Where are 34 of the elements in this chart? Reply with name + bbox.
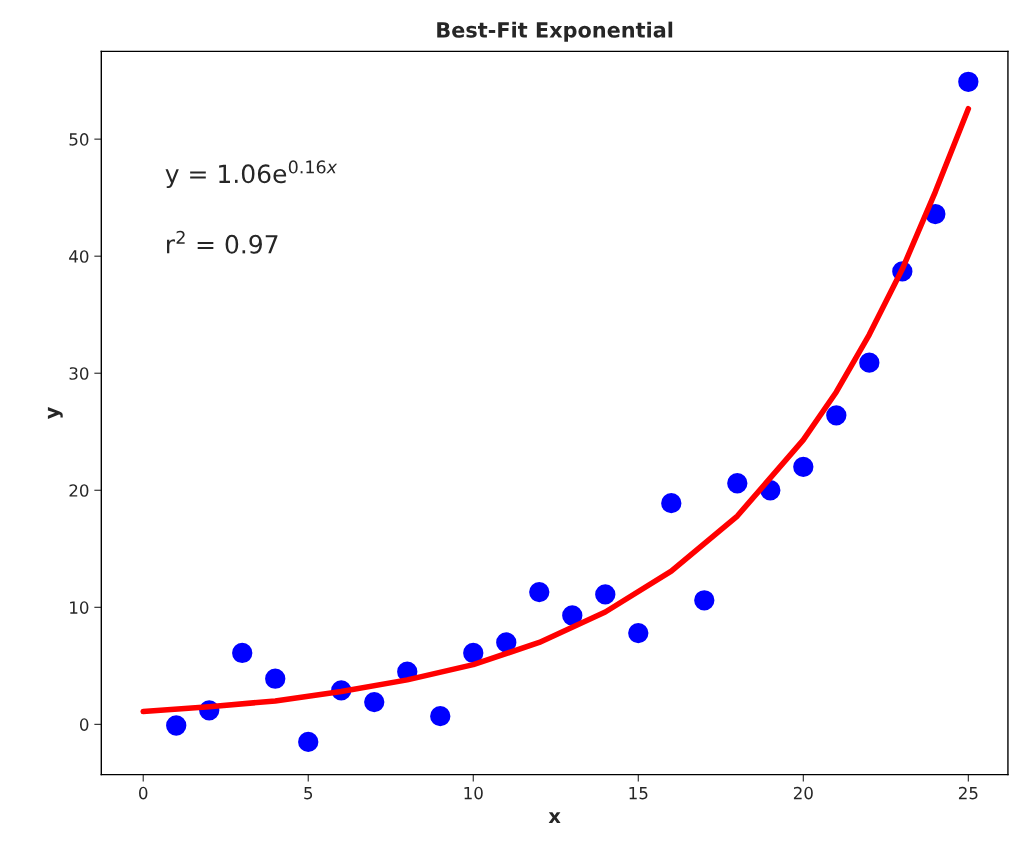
point [626,620,651,646]
x-tick-label: 5 [304,787,313,800]
point [461,640,486,666]
y-tick-label: 30 [69,367,89,380]
y-tick-label: 0 [79,718,89,731]
point [428,703,453,729]
point [692,588,717,613]
annotation: r$^{2}$ = 0.97 [167,230,278,254]
x-tick-label: 10 [464,786,483,800]
point [956,69,981,95]
annotation: y = 1.06e$^{0.16x}$ [165,160,338,189]
x-tick-label: 0 [139,786,148,800]
point [791,454,816,480]
y-tick-label: 20 [69,484,89,497]
point [296,729,321,755]
point [362,689,387,715]
point [263,666,288,691]
x-tick-label: 20 [793,786,813,800]
point [163,713,189,738]
point [229,640,255,666]
y-tick-label: 40 [69,250,89,263]
chart-title: Best-Fit Exponential [437,21,673,42]
point [527,579,552,605]
point [824,403,849,428]
point [857,350,882,375]
point [659,490,684,516]
y-tick-label: 10 [70,601,89,614]
x-tick-label: 25 [958,786,978,800]
point [725,471,750,496]
x-tick-label: 15 [629,787,648,800]
y-axis-title: y [47,407,63,420]
point [593,582,618,607]
x-axis-title: x [548,812,561,823]
y-tick-label: 50 [69,133,89,146]
